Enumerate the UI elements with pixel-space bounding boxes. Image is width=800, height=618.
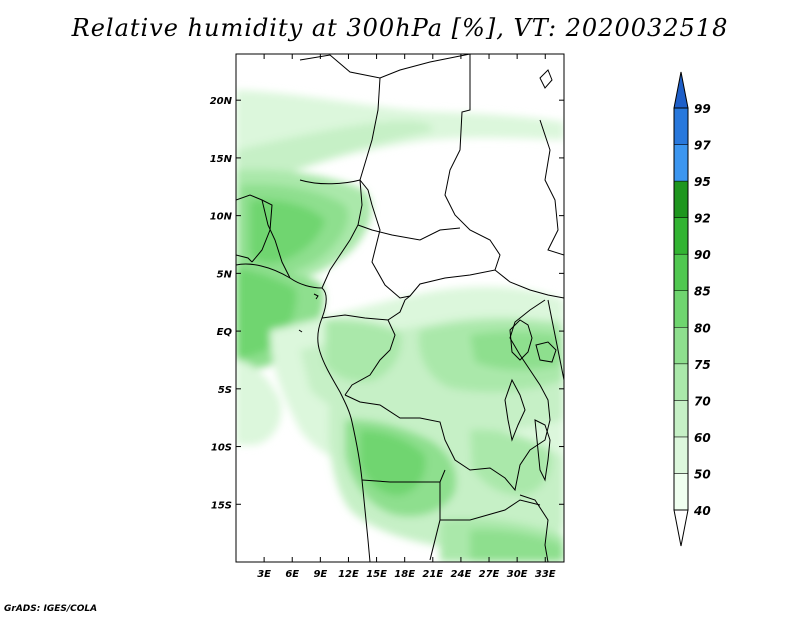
longitude-axis: 3E 6E 9E 12E 15E 18E 21E 24E 27E 30E 33E	[257, 54, 556, 580]
colorbar-label: 99	[694, 102, 711, 116]
colorbar-segment	[673, 107, 689, 145]
lat-tick-label: 10N	[210, 212, 233, 223]
lat-tick-label: 15S	[211, 500, 232, 511]
colorbar-label: 80	[694, 321, 711, 335]
humidity-field	[236, 90, 564, 562]
colorbar-segment	[673, 436, 689, 474]
colorbar-over-arrow	[673, 71, 689, 109]
colorbar-segment	[673, 144, 689, 182]
lon-tick-label: 27E	[479, 569, 500, 580]
lon-tick-label: 9E	[313, 569, 327, 580]
lon-tick-label: 6E	[285, 569, 299, 580]
colorbar-segment	[673, 217, 689, 255]
lon-tick-label: 21E	[422, 569, 443, 580]
colorbar-segment	[673, 363, 689, 401]
lon-tick-label: 33E	[535, 569, 556, 580]
colorbar-segment	[673, 290, 689, 328]
colorbar-outline	[673, 107, 689, 511]
colorbar-segment	[673, 327, 689, 365]
lon-tick-label: 15E	[366, 569, 387, 580]
lat-tick-label: 20N	[210, 96, 233, 107]
map-frame	[235, 53, 565, 563]
lon-tick-label: 12E	[338, 569, 359, 580]
credit-text: GrADS: IGES/COLA	[4, 604, 98, 614]
colorbar-label: 97	[694, 139, 711, 153]
lat-tick-label: 5N	[217, 269, 233, 280]
colorbar-label: 50	[694, 467, 711, 481]
colorbar-label: 95	[694, 175, 711, 189]
colorbar-segment	[673, 253, 689, 291]
lat-tick-label: EQ	[217, 327, 233, 338]
colorbar-segment	[673, 473, 689, 511]
colorbar-label: 85	[694, 285, 711, 299]
lat-tick-label: 10S	[211, 443, 232, 454]
lon-tick-label: 18E	[394, 569, 415, 580]
lon-tick-label: 30E	[507, 569, 528, 580]
colorbar-label: 75	[694, 358, 711, 372]
colorbar-label: 92	[694, 212, 711, 226]
colorbar-label: 90	[694, 248, 711, 262]
colorbar-segment	[673, 400, 689, 438]
country-borders	[236, 54, 564, 562]
colorbar: 40 50 60 70 75 80 85 90 92 95 97 99	[673, 71, 711, 547]
colorbar-segment	[673, 180, 689, 218]
colorbar-label: 60	[694, 431, 711, 445]
latitude-axis: 20N 15N 10N 5N EQ 5S 10S 15S	[210, 96, 564, 511]
colorbar-under-arrow	[673, 509, 689, 547]
chart-title: Relative humidity at 300hPa [%], VT: 202…	[71, 14, 729, 42]
colorbar-label: 40	[693, 504, 711, 518]
colorbar-label: 70	[694, 394, 711, 408]
lon-tick-label: 3E	[257, 569, 271, 580]
lat-tick-label: 5S	[218, 385, 232, 396]
lat-tick-label: 15N	[210, 154, 233, 165]
lon-tick-label: 24E	[451, 569, 472, 580]
